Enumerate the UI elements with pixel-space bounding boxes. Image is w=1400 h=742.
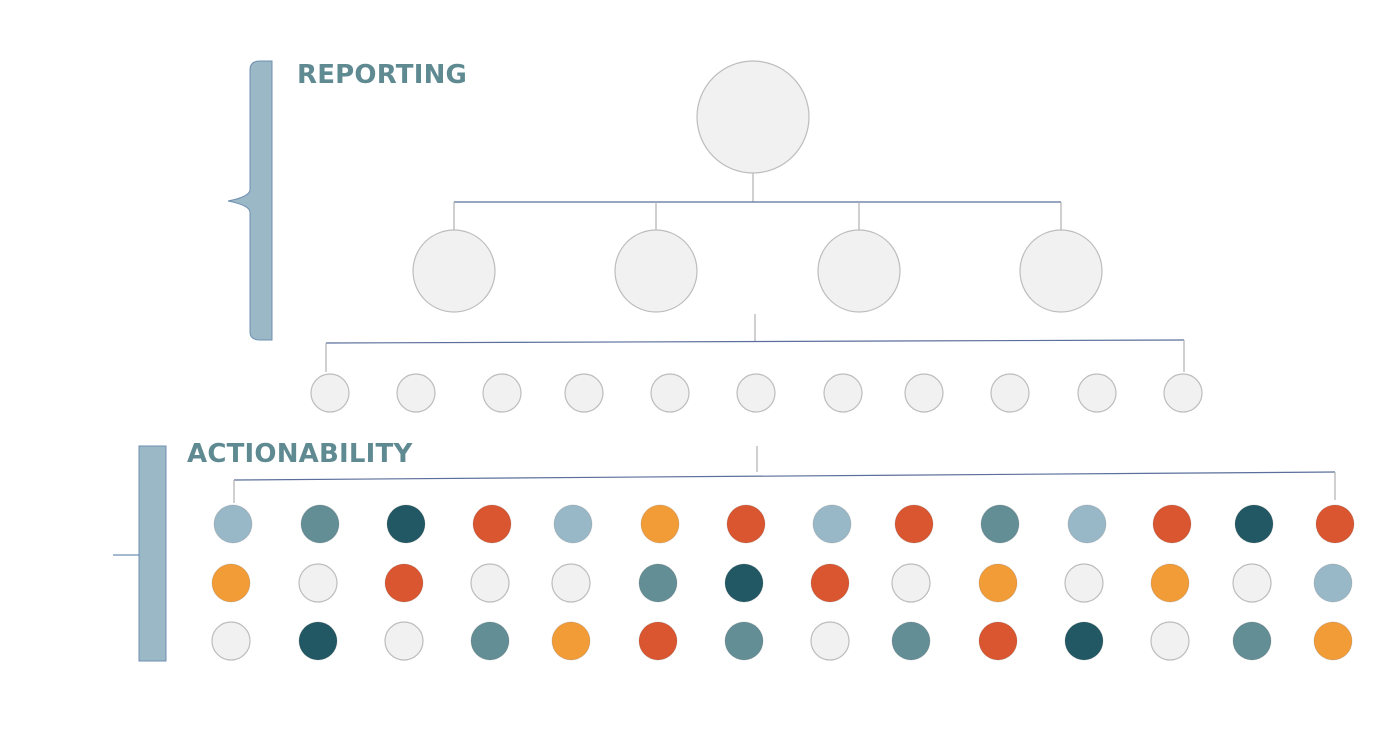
grid-node-r2-c9 — [891, 563, 931, 603]
reporting-bracket — [227, 60, 273, 341]
level-3-node-2 — [396, 373, 436, 413]
level-3-node-8 — [904, 373, 944, 413]
level-3-node-6 — [736, 373, 776, 413]
grid-node-r2-c4 — [470, 563, 510, 603]
grid-node-r3-c1 — [211, 621, 251, 661]
grid-node-r2-c6 — [638, 563, 678, 603]
grid-node-r3-c11 — [1064, 621, 1104, 661]
grid-node-r2-c8 — [810, 563, 850, 603]
section-brackets — [113, 60, 273, 662]
grid-node-r1-c5 — [553, 504, 593, 544]
grid-node-r1-c8 — [812, 504, 852, 544]
grid-node-r1-c14 — [1315, 504, 1355, 544]
level-3-node-7 — [823, 373, 863, 413]
grid-node-r1-c1 — [213, 504, 253, 544]
reporting-label: REPORTING — [297, 60, 468, 90]
level-3-node-9 — [990, 373, 1030, 413]
actionability-label: ACTIONABILITY — [187, 439, 413, 469]
grid-node-r1-c7 — [726, 504, 766, 544]
level-3-node-4 — [564, 373, 604, 413]
actionability-bus — [233, 471, 1336, 481]
level-3-node-5 — [650, 373, 690, 413]
grid-node-r1-c2 — [300, 504, 340, 544]
grid-node-r2-c7 — [724, 563, 764, 603]
tree-connectors — [233, 173, 1336, 503]
grid-node-r3-c2 — [298, 621, 338, 661]
grid-node-r3-c3 — [384, 621, 424, 661]
grid-node-r1-c11 — [1067, 504, 1107, 544]
grid-node-r1-c3 — [386, 504, 426, 544]
grid-node-r2-c13 — [1232, 563, 1272, 603]
grid-node-r3-c5 — [551, 621, 591, 661]
grid-node-r3-c7 — [724, 621, 764, 661]
grid-node-r2-c12 — [1150, 563, 1190, 603]
grid-node-r3-c8 — [810, 621, 850, 661]
grid-node-r2-c14 — [1313, 563, 1353, 603]
level-3-node-3 — [482, 373, 522, 413]
grid-node-r2-c5 — [551, 563, 591, 603]
level-3-bus — [325, 339, 1185, 344]
level-2-node-3 — [817, 229, 901, 313]
grid-node-r2-c10 — [978, 563, 1018, 603]
level-2-node-1 — [412, 229, 496, 313]
grid-node-r3-c9 — [891, 621, 931, 661]
level-2-node-2 — [614, 229, 698, 313]
grid-node-r1-c13 — [1234, 504, 1274, 544]
grid-node-r3-c12 — [1150, 621, 1190, 661]
grid-node-r1-c9 — [894, 504, 934, 544]
tree-nodes — [310, 60, 1203, 413]
actionability-grid — [211, 504, 1355, 661]
grid-node-r2-c3 — [384, 563, 424, 603]
grid-node-r1-c10 — [980, 504, 1020, 544]
root-node — [696, 60, 810, 174]
level-3-node-10 — [1077, 373, 1117, 413]
grid-node-r3-c6 — [638, 621, 678, 661]
level-3-node-11 — [1163, 373, 1203, 413]
grid-node-r3-c13 — [1232, 621, 1272, 661]
level-2-node-4 — [1019, 229, 1103, 313]
grid-node-r2-c2 — [298, 563, 338, 603]
grid-node-r1-c6 — [640, 504, 680, 544]
grid-node-r2-c11 — [1064, 563, 1104, 603]
grid-node-r2-c1 — [211, 563, 251, 603]
level-3-node-1 — [310, 373, 350, 413]
grid-node-r3-c10 — [978, 621, 1018, 661]
grid-node-r3-c14 — [1313, 621, 1353, 661]
actionability-bracket — [138, 445, 167, 662]
grid-node-r1-c12 — [1152, 504, 1192, 544]
grid-node-r1-c4 — [472, 504, 512, 544]
grid-node-r3-c4 — [470, 621, 510, 661]
